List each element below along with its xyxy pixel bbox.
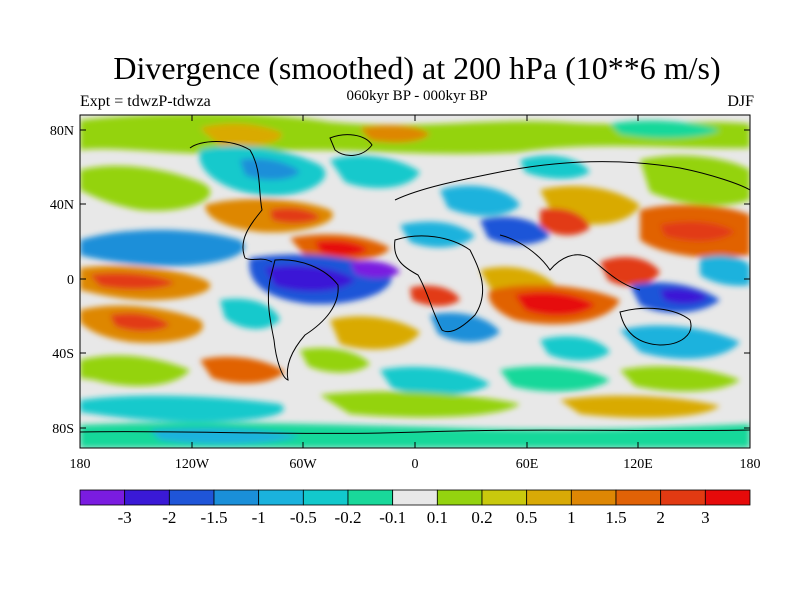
divergence-field (80, 115, 750, 448)
colorbar-swatch (79, 489, 126, 506)
field-blob (620, 366, 740, 392)
experiment-label: Expt = tdwzP-tdwza (80, 93, 211, 110)
field-blob (560, 395, 720, 418)
field-blob (380, 366, 490, 396)
field-blob (240, 158, 300, 180)
colorbar-label: 0.1 (426, 508, 448, 527)
field-blob (430, 312, 500, 342)
field-blob (330, 155, 420, 188)
field-blob (700, 255, 750, 286)
lat-tick-label: 40S (52, 347, 74, 362)
lon-tick-label: 120W (174, 457, 210, 472)
field-blob (270, 207, 320, 224)
field-blob (600, 257, 660, 287)
lat-tick-label: 40N (49, 198, 74, 213)
field-blob (620, 325, 740, 359)
field-blob (110, 313, 170, 332)
coastline-south-america (267, 259, 339, 381)
field-blob (350, 260, 400, 279)
colorbar-swatch (124, 489, 170, 506)
coastline-south-asia (499, 234, 641, 291)
lon-tick-label: 180 (739, 457, 761, 472)
colorbar-label: -0.2 (334, 508, 362, 527)
map-title: Divergence (smoothed) at 200 hPa (10**6 … (113, 50, 721, 86)
field-blob (360, 125, 430, 143)
colorbar-label: 2 (656, 508, 665, 527)
colorbar (79, 489, 751, 506)
colorbar-swatch (570, 489, 617, 506)
field-blob (400, 221, 475, 248)
colorbar-swatch (704, 489, 751, 506)
coastline-north-america (189, 141, 273, 263)
field-blob (480, 216, 550, 245)
field-blob (315, 240, 368, 257)
colorbar-swatch (213, 489, 260, 506)
lon-tick-label: 180 (69, 457, 91, 472)
colorbar-label: 0.2 (471, 508, 493, 527)
colorbar-label: -0.5 (289, 508, 317, 527)
field-blob (205, 198, 333, 233)
field-blob (410, 285, 460, 307)
field-blob (515, 291, 595, 316)
colorbar-swatch (615, 489, 662, 506)
colorbar-swatch (660, 489, 706, 506)
field-blob (440, 185, 520, 216)
field-blob (220, 298, 280, 329)
coastlines (80, 134, 750, 434)
colorbar-swatch (436, 489, 483, 506)
field-blob (80, 355, 190, 386)
coastline-antarctica (80, 429, 750, 434)
colorbar-swatch (168, 489, 215, 506)
colorbar-label: -1.5 (200, 508, 228, 527)
field-blob (200, 356, 285, 384)
axis-ticks (79, 115, 751, 448)
field-blob (80, 395, 284, 423)
colorbar-swatch (347, 489, 394, 506)
field-blob (500, 366, 610, 392)
lon-tick-label: 60W (289, 457, 317, 472)
lat-tick-label: 80N (49, 124, 74, 139)
colorbar-swatch (258, 489, 304, 506)
field-blob (660, 221, 735, 242)
field-blob (265, 265, 355, 292)
colorbar-label: 0.5 (516, 508, 538, 527)
field-blob (660, 288, 708, 304)
map-subtitle: 060kyr BP - 000kyr BP (346, 88, 488, 104)
colorbar-label: -3 (117, 508, 132, 527)
field-blob (540, 208, 590, 236)
field-blob (640, 155, 750, 206)
coastline-africa (394, 235, 484, 333)
lon-tick-label: 0 (411, 457, 419, 472)
colorbar-label: 1 (567, 508, 576, 527)
colorbar-swatch (302, 489, 349, 506)
field-blob (320, 391, 520, 418)
coastline-eurasia (394, 161, 750, 201)
lat-tick-label: 0 (67, 273, 74, 288)
field-blob (540, 336, 610, 361)
season-label: DJF (727, 93, 754, 110)
field-blob (90, 272, 175, 290)
field-blob (520, 155, 590, 179)
lon-tick-label: 60E (515, 457, 539, 472)
field-blob (80, 229, 245, 267)
colorbar-label: 3 (701, 508, 710, 527)
field-blob (330, 316, 420, 350)
field-blob (610, 120, 720, 139)
colorbar-label: 1.5 (605, 508, 627, 527)
colorbar-label: -1 (251, 508, 266, 527)
coastline-greenland (329, 134, 373, 156)
colorbar-label: -2 (162, 508, 177, 527)
colorbar-swatch (392, 489, 438, 506)
lon-tick-label: 120E (623, 457, 653, 472)
lat-tick-label: 80S (52, 422, 74, 437)
field-blob (300, 347, 370, 373)
field-blob (80, 165, 211, 211)
colorbar-swatch (481, 489, 528, 506)
coastline-australia (619, 307, 692, 346)
colorbar-label: -0.1 (379, 508, 407, 527)
colorbar-swatch (526, 489, 572, 506)
